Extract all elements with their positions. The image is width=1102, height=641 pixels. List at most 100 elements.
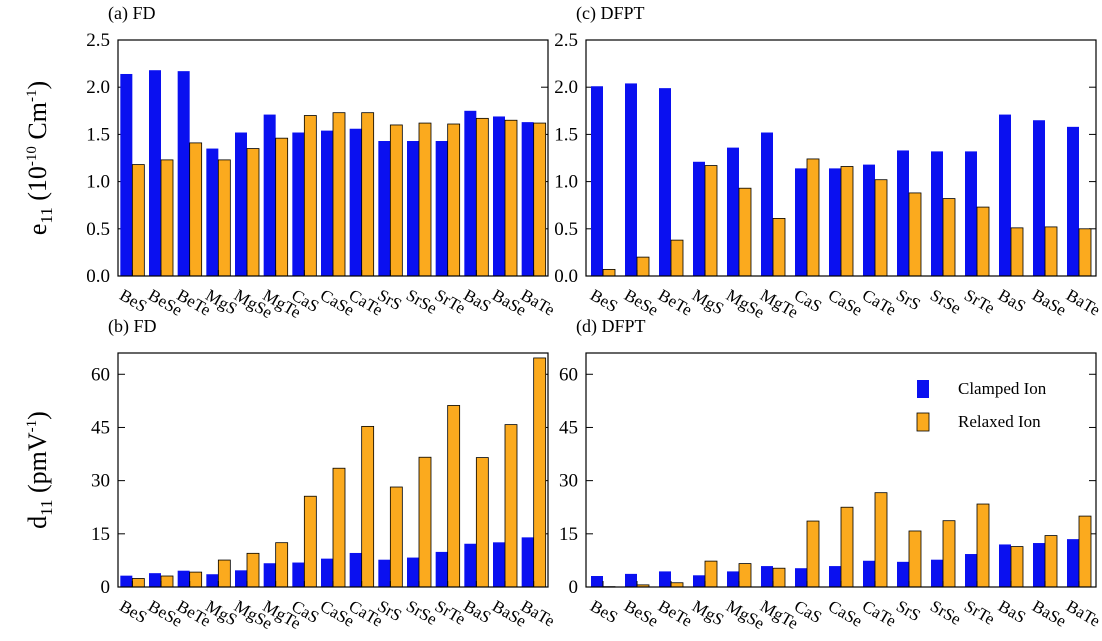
bar-relaxed-srs	[908, 192, 922, 277]
y-tick-label: 45	[91, 417, 110, 438]
x-tick-label-bes: BeS	[587, 596, 621, 627]
y-axis-label-main: d	[23, 516, 52, 529]
bar-relaxed-cas	[303, 115, 317, 277]
bar-clamped-mgse	[235, 570, 247, 587]
panel-title: (c) DFPT	[576, 3, 645, 24]
bar-clamped-bas	[464, 543, 477, 587]
y-axis-label-sub: 11	[37, 207, 56, 223]
y-axis-label-open: (pmV	[23, 432, 52, 499]
x-tick-label-case: CaSe	[825, 596, 866, 630]
y-axis-label-sub: 11	[37, 499, 56, 515]
bar-relaxed-bes	[131, 164, 145, 277]
bar-relaxed-base	[504, 424, 518, 588]
bar-relaxed-bas	[1010, 546, 1024, 588]
bar-clamped-bete	[659, 88, 671, 276]
bar-clamped-srte	[435, 551, 448, 587]
x-tick-label-bate: BaTe	[518, 285, 558, 319]
y-tick-label: 15	[559, 524, 578, 545]
bar-relaxed-bete	[670, 239, 684, 277]
bar-relaxed-cate	[361, 112, 375, 277]
y-axis-label-sup2: -1	[24, 90, 40, 103]
bar-clamped-bate	[521, 537, 534, 587]
bar-relaxed-srse	[418, 456, 432, 588]
bar-clamped-case	[321, 130, 333, 276]
bar-clamped-mgte	[263, 114, 276, 277]
bar-relaxed-bate	[533, 357, 547, 588]
bar-relaxed-bes	[131, 578, 145, 588]
x-tick-label-bese: BeSe	[621, 285, 662, 319]
bar-clamped-cate	[863, 560, 875, 587]
bar-clamped-bese	[625, 573, 637, 587]
bar-relaxed-mgs	[704, 165, 718, 277]
bar-clamped-bes	[120, 575, 133, 587]
bar-clamped-cate	[863, 164, 875, 276]
y-axis-label-main: e	[23, 224, 52, 236]
bar-relaxed-base	[504, 119, 518, 277]
bar-clamped-bete	[177, 570, 190, 587]
y-tick-label: 30	[91, 471, 110, 492]
bar-clamped-mgse	[727, 571, 739, 587]
bar-relaxed-srte	[976, 503, 990, 588]
plot-frame	[117, 352, 549, 588]
bar-relaxed-srse	[942, 198, 956, 277]
bar-relaxed-mgs	[217, 159, 231, 277]
y-axis-label-sup: -1	[24, 420, 40, 433]
y-axis-label: e11 (10-10 Cm-1)	[23, 81, 56, 235]
y-tick-label: 2.5	[554, 30, 578, 51]
bar-relaxed-case	[840, 166, 854, 277]
bar-relaxed-cate	[874, 179, 888, 277]
bar-clamped-case	[321, 558, 333, 587]
bar-relaxed-bas	[1010, 227, 1024, 277]
bar-clamped-cas	[292, 132, 305, 276]
x-tick-label-mgs: MgS	[689, 596, 727, 629]
panel-title: (d) DFPT	[576, 316, 646, 337]
bar-clamped-srs	[897, 561, 909, 587]
bar-relaxed-srte	[447, 123, 461, 277]
x-tick-label-bas: BaS	[995, 285, 1029, 316]
bar-clamped-mgse	[727, 147, 739, 276]
legend-label-clamped: Clamped Ion	[958, 379, 1047, 398]
bar-relaxed-bas	[475, 117, 489, 277]
y-axis-label-open: (10	[23, 166, 52, 207]
bar-clamped-srse	[407, 141, 419, 276]
bar-relaxed-cas	[806, 520, 820, 588]
bar-clamped-srte	[965, 151, 977, 276]
y-tick-label: 0.5	[86, 219, 110, 240]
y-tick-label: 30	[559, 471, 578, 492]
x-tick-label-bas: BaS	[995, 596, 1029, 627]
bar-clamped-srte	[435, 141, 448, 276]
bar-relaxed-mgte	[275, 137, 289, 277]
bar-clamped-bete	[177, 71, 190, 276]
bar-relaxed-mgse	[738, 563, 752, 588]
bar-relaxed-mgte	[772, 218, 786, 277]
x-tick-label-bete: BeTe	[655, 596, 695, 630]
bar-clamped-case	[829, 168, 841, 276]
x-tick-label-cate: CaTe	[859, 285, 899, 319]
bar-clamped-srs	[897, 150, 909, 276]
y-tick-label: 60	[91, 364, 110, 385]
x-tick-label-bes: BeS	[587, 285, 621, 316]
y-axis-label-close: Cm	[23, 102, 52, 146]
bar-relaxed-mgs	[217, 559, 231, 588]
bar-clamped-base	[493, 116, 505, 277]
bar-relaxed-srs	[908, 530, 922, 588]
y-axis-label: d11 (pmV-1)	[23, 411, 56, 529]
bar-clamped-bese	[149, 70, 161, 276]
y-tick-label: 15	[91, 524, 110, 545]
bar-clamped-cas	[292, 562, 305, 587]
bar-clamped-bate	[1067, 539, 1079, 587]
x-tick-label-base: BaSe	[1029, 596, 1070, 630]
bar-clamped-mgs	[206, 148, 219, 276]
plot-frame	[117, 39, 549, 277]
panel-title: (a) FD	[108, 3, 156, 24]
bar-clamped-base	[493, 542, 505, 587]
x-tick-label-srs: SrS	[893, 596, 924, 625]
y-tick-label: 0	[569, 577, 579, 598]
bar-clamped-mgte	[761, 132, 773, 276]
x-tick-label-srse: SrSe	[927, 596, 964, 629]
bar-clamped-mgs	[206, 574, 219, 587]
bar-clamped-bes	[591, 576, 603, 587]
panel-b: 015304560BeSBeSeBeTeMgSMgSeMgTeCaSCaSeCa…	[23, 316, 558, 633]
y-tick-label: 1.5	[86, 124, 110, 145]
bar-relaxed-cate	[874, 492, 888, 588]
